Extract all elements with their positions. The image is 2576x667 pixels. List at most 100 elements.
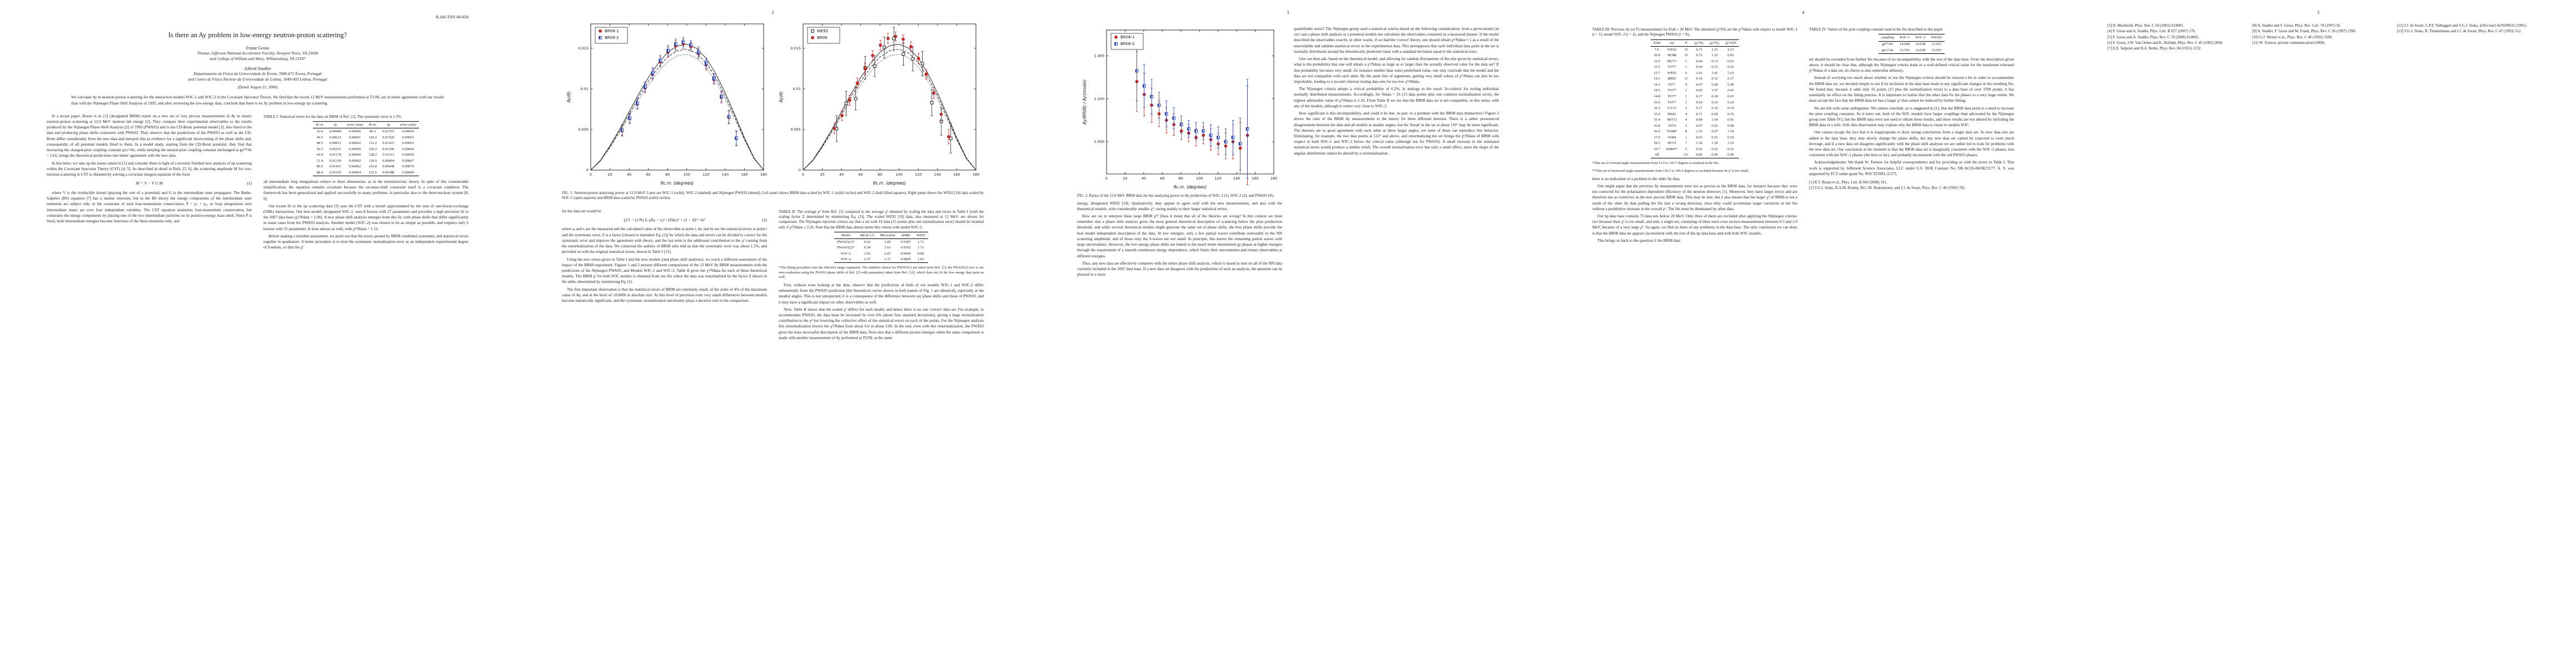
table-header-cell: (χ²/N)₂ — [1707, 39, 1723, 47]
svg-text:100: 100 — [683, 172, 690, 177]
table-cell: 40.5 — [316, 135, 323, 140]
reference-item: [12] J.J. de Swart, C.P.F. Terheggen and… — [2396, 24, 2527, 28]
table-cell: 1.71 — [918, 246, 924, 250]
table-cell: MO73 — [1667, 118, 1677, 122]
table-cell: 17.0 — [1653, 135, 1660, 140]
table-2-footnote: *The fitting procedure uses the effectiv… — [779, 266, 984, 279]
svg-text:0.015: 0.015 — [578, 46, 589, 51]
affiliation-1b: and College of William and Mary, William… — [210, 56, 306, 61]
svg-text:40: 40 — [1141, 176, 1145, 181]
table-cell: 0.76 — [1727, 112, 1734, 116]
table-cell: 9 — [1685, 71, 1687, 75]
text-column-right: TABLE I: Statistical errors for the data… — [263, 113, 469, 252]
table-cell: 1 — [1685, 65, 1687, 69]
svg-text:0.015: 0.015 — [790, 46, 801, 51]
table-cell: 16.8 — [1653, 123, 1660, 128]
table-row: 16.9 TO88* 8 1.52 0.97 1.54 — [1651, 129, 1739, 135]
table-cell: 0.52 — [1727, 147, 1734, 151]
figure-1-caption: FIG. 1: Neutron-proton analyzing power a… — [562, 191, 984, 201]
table-cell: 13.703 — [1899, 48, 1910, 52]
table-cell: 0.00064 — [402, 147, 414, 151]
table-cell: 32.6 — [316, 130, 323, 134]
table-cell: 0.24 — [1727, 100, 1734, 104]
body-paragraph: How are we to interpret these large BR08… — [1077, 213, 1282, 258]
page-1: JLAB-THY-08-858 Is there an Ay problem i… — [0, 0, 515, 667]
table-4-caption: TABLE IV: Values of the pion coupling co… — [1809, 28, 1944, 32]
table-cell: 0.01553 — [382, 130, 395, 134]
reference-item: [7] E.E. Salpeter and H.A. Bethe, Phys. … — [2107, 47, 2202, 51]
table-cell: 0.01529 — [329, 170, 341, 175]
table-cell: 0.47 — [1696, 82, 1703, 87]
page-number: 3 — [1287, 10, 1289, 15]
table-3: Elab ref N (χ²/N)₁ (χ²/N)₂ (χ²/N)N 7.6 WE92 15 0.… — [1651, 39, 1739, 159]
page3-columns: 0 20 40 60 80 100 120 140 160 180 1.000 1.200 1.400 θ… — [1077, 26, 1499, 279]
table-header-cell: WE92 — [913, 232, 928, 240]
table-cell: 0.14 — [1727, 106, 1734, 111]
table-cell: 0.00058 — [402, 153, 414, 157]
svg-text:BR08-2: BR08-2 — [1120, 42, 1135, 46]
table-cell: 1 — [1685, 88, 1687, 93]
table-cell: 0.00894 — [382, 158, 395, 163]
table-cell: 0.00069 — [348, 153, 361, 157]
table-cell: 0.91 — [1727, 118, 1734, 122]
reference-item: [8] A. Stadler and F. Gross, Phys. Rev. … — [2252, 24, 2341, 28]
table-header-cell: WJC-2 — [1912, 34, 1929, 42]
table-cell: 0.85 — [1696, 153, 1703, 157]
table-header-cell: error (stat) — [397, 121, 419, 129]
table-cell: HO88 — [1667, 53, 1677, 58]
table-cell: 1.30 — [1711, 141, 1718, 146]
text-column-left: In a recent paper, Braun et al. [1] (des… — [47, 113, 252, 252]
body-paragraph: where V is the irreducible kernel (playi… — [47, 190, 252, 223]
table-cell: 0.00061 — [348, 135, 361, 140]
svg-text:120: 120 — [702, 172, 709, 177]
table-cell: 14.8 — [1653, 94, 1660, 98]
svg-text:160: 160 — [1252, 176, 1258, 181]
table-3-footnote-2: **This set of backward angle measurement… — [1592, 168, 1749, 173]
table-cell: 6.62 — [864, 240, 871, 244]
svg-text:100: 100 — [1196, 176, 1203, 181]
svg-text:1.000: 1.000 — [1094, 140, 1104, 144]
table-2: Model BR-fit [1] BR-scaled Z(BR) WE92 PWA93(1… — [834, 231, 928, 263]
table-cell: 0.49 — [1727, 82, 1734, 87]
table-cell: 1 — [1685, 135, 1687, 140]
table-cell: 0.07 — [1696, 123, 1703, 128]
table-cell: WJC-1 — [840, 251, 851, 256]
table-row: 16.8 JO74 2 0.07 0.02 0.08 — [1651, 123, 1739, 129]
svg-text:180: 180 — [1270, 176, 1277, 181]
table-header-cell: Ay — [326, 121, 344, 129]
body-paragraph: set should be excluded from further fits… — [1809, 57, 2014, 73]
svg-text:BR08-1: BR08-1 — [1120, 35, 1135, 39]
table-cell: 1.71 — [918, 240, 924, 244]
table-cell: 19.7 — [1653, 147, 1660, 151]
table-cell: 0.59 — [1727, 135, 1734, 140]
table-row: 19.7 WI84** 5 0.52 0.62 0.52 — [1651, 146, 1739, 152]
table-cell: 13.5 — [1653, 65, 1660, 69]
table-row: 88.4 0.01529 0.00064 151.6 0.00388 0.00089 — [313, 170, 418, 176]
table-4: coupling WJC-1 WJC-2 PWA93 gπ⁰²/4π 14.608 14.0… — [1878, 34, 1945, 54]
reference-item: [10] G.J. Weisel et al., Phys. Rev. C 46… — [2252, 35, 2333, 39]
table-cell: 0.01451 — [329, 165, 341, 169]
table-cell: 0.76 — [1696, 53, 1703, 58]
table-row: 10.0 HO88 13 0.76 1.25 0.82 — [1651, 53, 1739, 59]
table-1: θc.m. Ay error (stat) θc.m. Ay error (stat) 32… — [313, 121, 419, 176]
equation-number: (2) — [762, 217, 767, 222]
equation-number: (1) — [247, 181, 252, 186]
table-header-cell: Z(BR) — [898, 232, 914, 240]
table-cell: 0.00484 — [329, 130, 341, 134]
svg-text:40: 40 — [839, 172, 843, 177]
table-row: PWA93(2)* 6.54 3.61 0.9365 1.71 — [834, 245, 928, 251]
table-header-cell: coupling — [1878, 34, 1897, 42]
table-cell: TO77 — [1667, 65, 1676, 69]
reference-item: [1] R.T. Braun et al., Phys. Lett. B 660… — [1809, 181, 1887, 185]
table-cell: 1.61 — [1696, 71, 1703, 75]
table-3-caption: TABLE III: Previous Ay (or P) measuremen… — [1592, 28, 1797, 37]
table-cell: 80.5 — [316, 165, 323, 169]
table-row: WJC-1 3.03 2.81 0.9690 0.96 — [834, 251, 928, 257]
body-paragraph: Our recent fit to the np scattering data… — [263, 203, 469, 231]
table-cell: 10.0 — [1653, 53, 1660, 58]
table-cell: TO77 — [1667, 88, 1676, 93]
table-cell: 3.85 — [884, 240, 891, 244]
table-cell: 0.64 — [1696, 100, 1703, 104]
acknowledgements: Acknowledgements: We thank W. Tornow for… — [1809, 160, 2014, 176]
table-cell: WI84** — [1666, 147, 1678, 151]
